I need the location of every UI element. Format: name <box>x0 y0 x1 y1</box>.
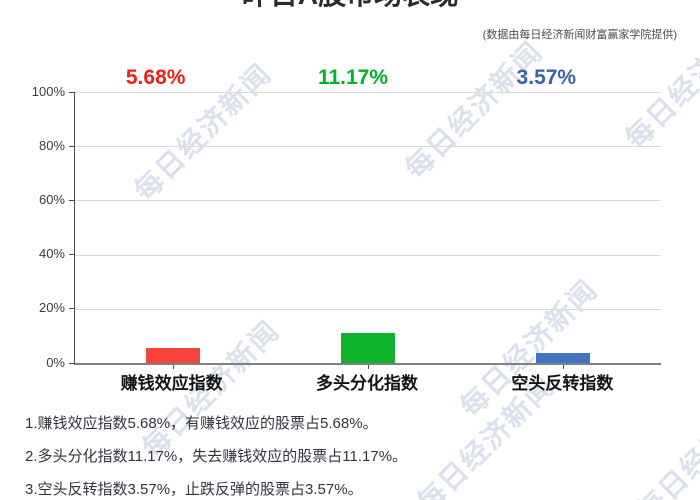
bar-bull-divergence-index <box>341 332 395 369</box>
x-axis-category-label: 赚钱效应指数 <box>120 374 223 393</box>
y-axis-tick <box>69 362 74 364</box>
y-axis-tick <box>69 254 74 256</box>
footnotes: 1.赚钱效应指数5.68%，有赚钱效应的股票占5.68%。 2.多头分化指数11… <box>25 415 407 500</box>
y-axis-tick-label: 20% <box>38 300 65 315</box>
y-axis-tick-label: 40% <box>38 246 65 261</box>
watermark-text: 每日经济新闻 <box>631 377 700 500</box>
footnote: 1.赚钱效应指数5.68%，有赚钱效应的股票占5.68%。 <box>25 415 378 432</box>
x-axis-tick <box>172 365 174 369</box>
x-axis: 赚钱效应指数 多头分化指数 空头反转指数 <box>74 369 660 393</box>
y-axis-tick-label: 100% <box>31 84 65 99</box>
x-axis-category-label: 多头分化指数 <box>316 374 418 393</box>
y-axis-tick-label: 0% <box>46 355 65 370</box>
gridline <box>75 308 661 310</box>
footnote: 3.空头反转指数3.57%，止跌反弹的股票占3.57%。 <box>25 481 363 498</box>
y-axis-tick <box>69 91 74 93</box>
bar-value-label: 11.17% <box>317 66 389 89</box>
chart-subtitle: (数据由每日经济新闻财富赢家学院提供) <box>482 29 677 41</box>
bar-value-label: 3.57% <box>516 66 577 89</box>
y-axis-tick-label: 60% <box>38 192 65 207</box>
x-axis-tick <box>563 365 565 369</box>
plot-area <box>74 92 661 369</box>
chart-title: 昨日A股市场表现 <box>0 0 700 9</box>
y-axis-tick <box>69 308 74 310</box>
gridline <box>75 200 661 202</box>
gridline <box>75 254 661 256</box>
bar-value-row: 5.68% 11.17% 3.57% <box>74 66 660 92</box>
bar-money-making-effect-index <box>145 347 200 369</box>
gridline <box>75 92 661 93</box>
y-axis-tick <box>69 145 74 147</box>
bar-bear-reversal-index <box>536 353 591 369</box>
y-axis-tick-label: 80% <box>38 138 65 153</box>
x-axis-tick <box>368 365 369 369</box>
bar-value-label: 5.68% <box>125 66 186 89</box>
footnote: 2.多头分化指数11.17%，失去赚钱效应的股票占11.17%。 <box>25 448 408 465</box>
y-axis-tick <box>69 199 74 201</box>
gridline <box>75 146 661 148</box>
x-axis-category-label: 空头反转指数 <box>511 374 614 393</box>
y-axis: 100% 80% 60% 40% 20% 0% <box>0 84 74 370</box>
